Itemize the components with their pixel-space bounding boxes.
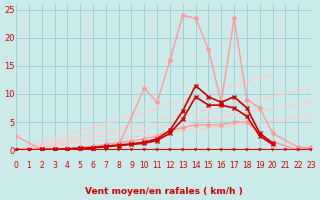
X-axis label: Vent moyen/en rafales ( km/h ): Vent moyen/en rafales ( km/h ) [85,187,243,196]
